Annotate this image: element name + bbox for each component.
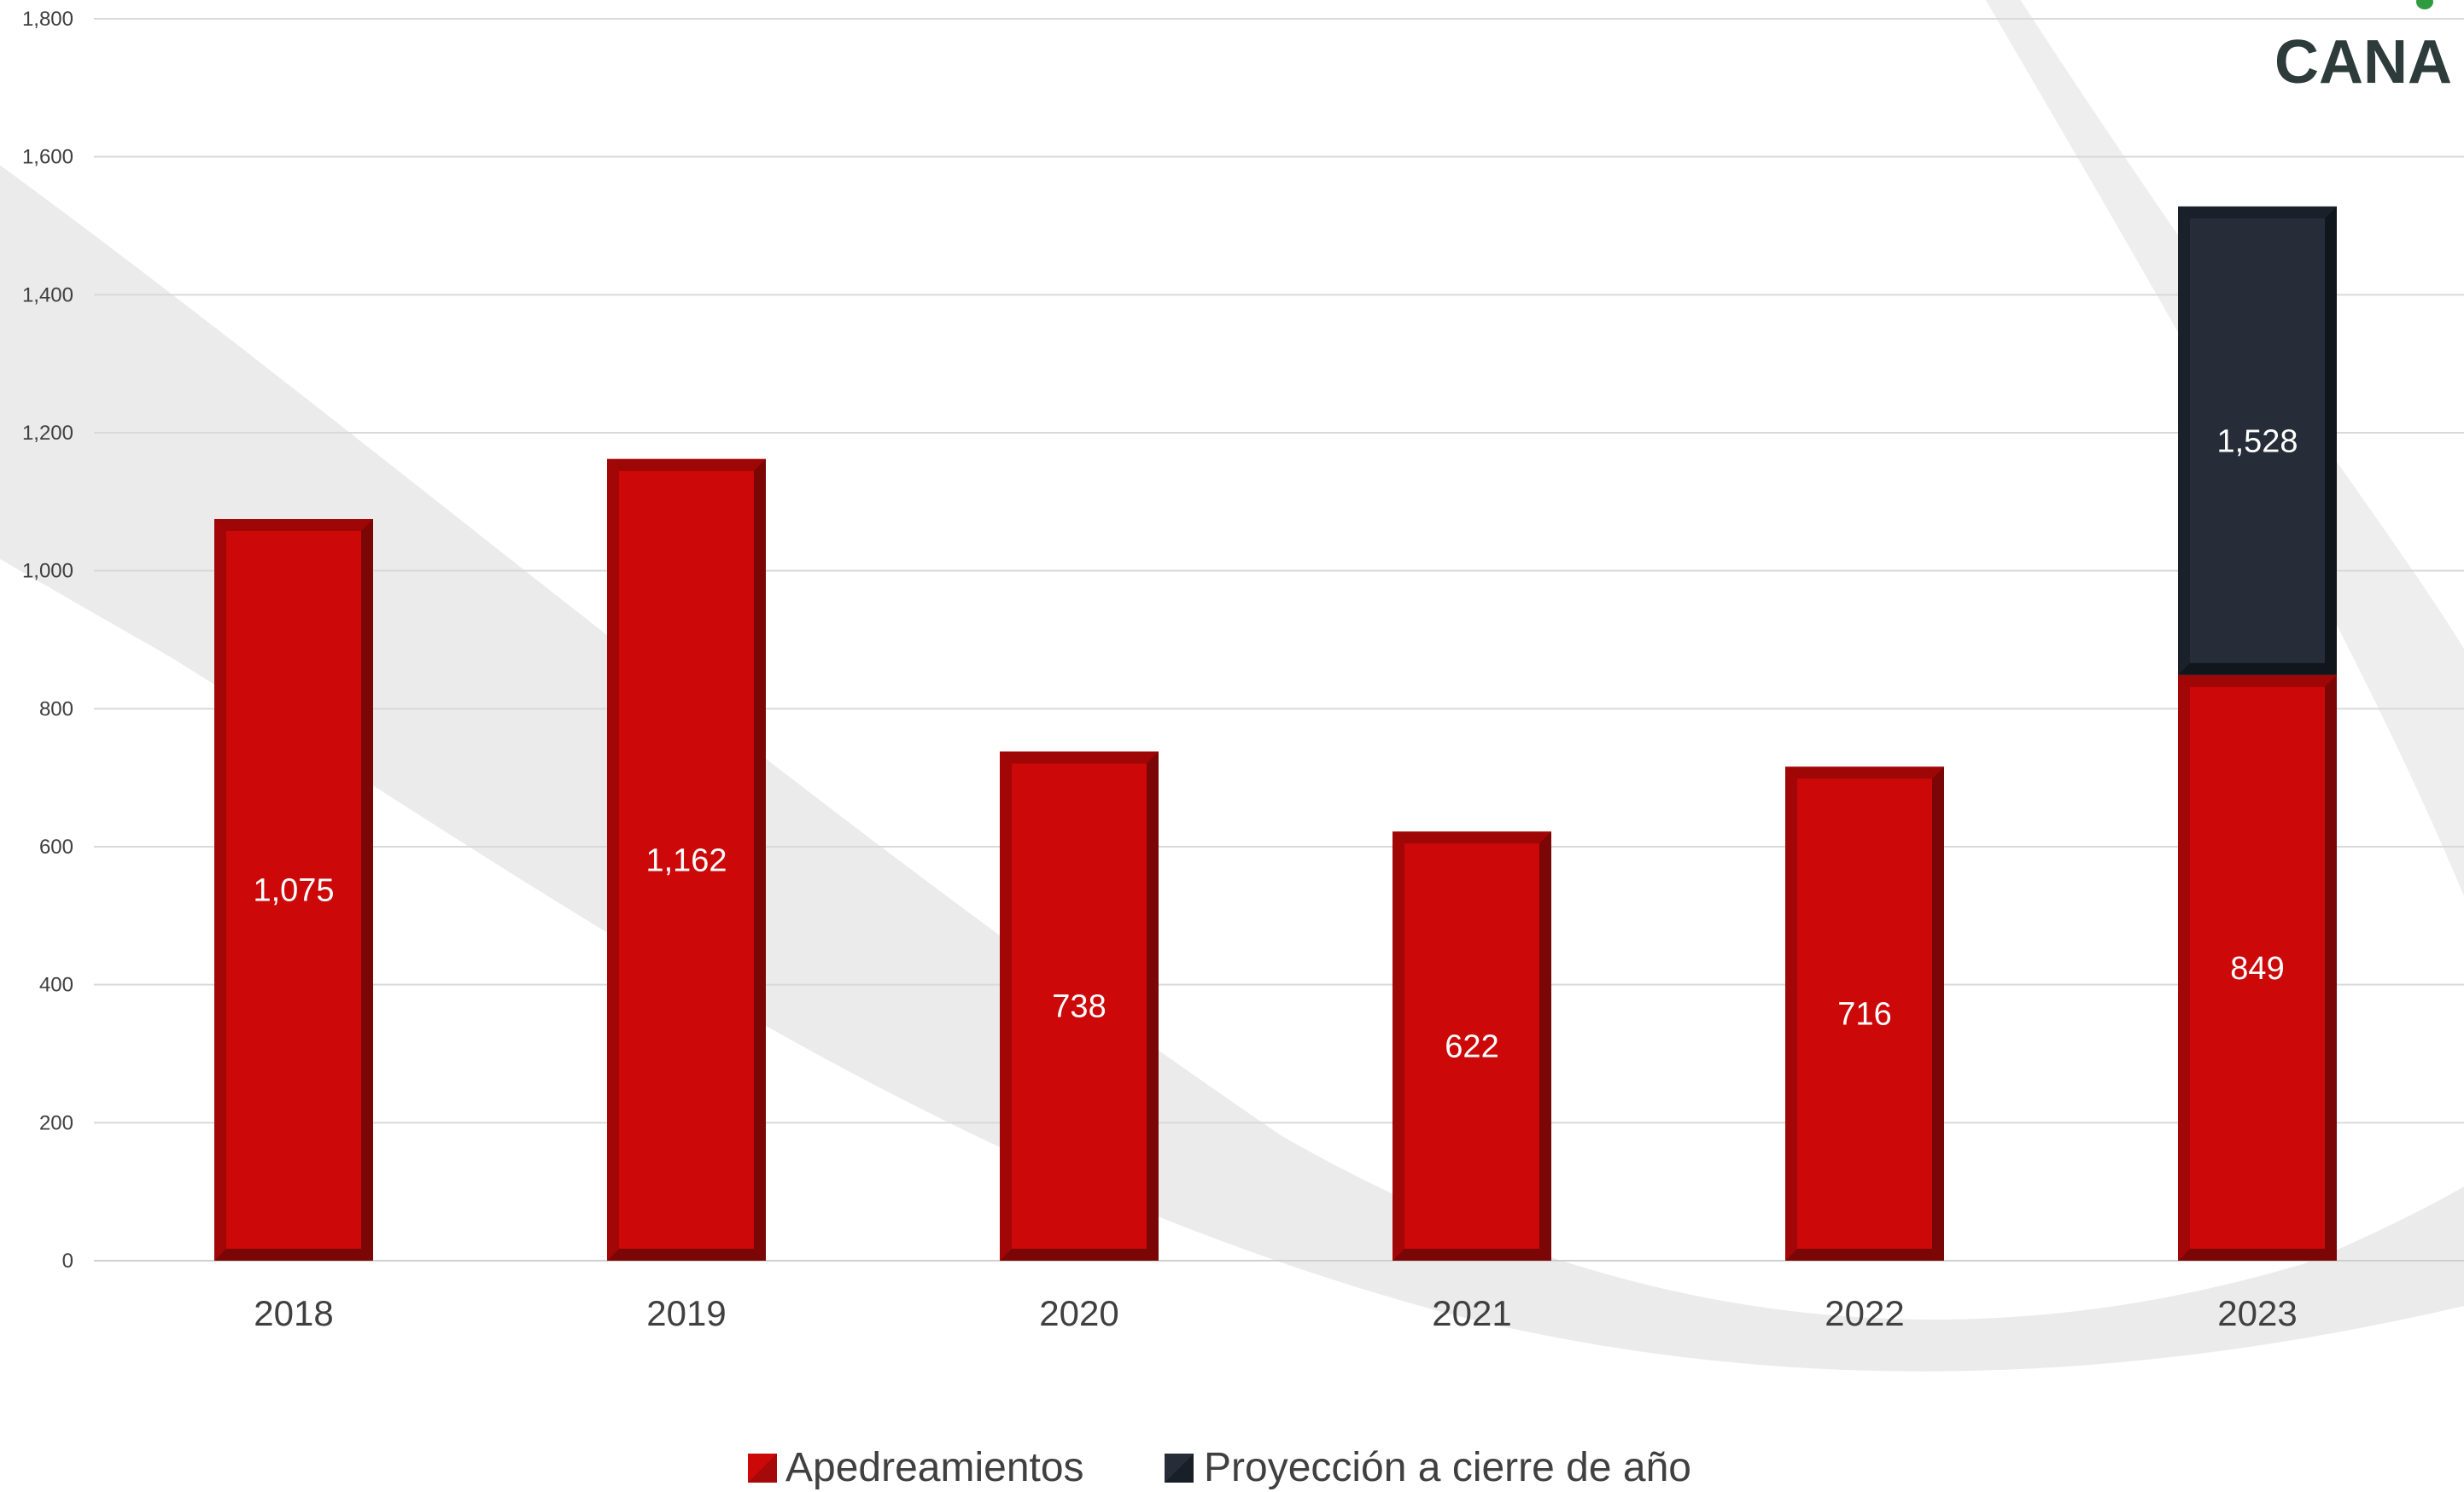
background-swoosh xyxy=(0,0,2464,1372)
legend: Apedreamientos Proyección a cierre de añ… xyxy=(748,1445,1691,1490)
y-tick-label: 800 xyxy=(39,697,73,720)
logo: CANA xyxy=(2274,0,2452,96)
bar-apedreamientos-2018 xyxy=(214,519,373,1261)
y-tick-label: 1,200 xyxy=(22,422,73,445)
gridlines xyxy=(94,18,2464,1262)
x-tick-label: 2019 xyxy=(646,1293,726,1333)
data-label: 716 xyxy=(1837,997,1891,1033)
bar-apedreamientos-2019 xyxy=(607,458,766,1261)
x-tick-label: 2022 xyxy=(1825,1293,1904,1333)
x-tick-label: 2018 xyxy=(254,1293,333,1333)
logo-leaf-icon xyxy=(2416,0,2433,9)
legend-label-proyeccion: Proyección a cierre de año xyxy=(1204,1445,1691,1490)
legend-label-apedreamientos: Apedreamientos xyxy=(785,1445,1084,1490)
bar-apedreamientos-2020 xyxy=(1000,751,1159,1261)
logo-text: CANA xyxy=(2274,28,2452,96)
y-tick-label: 1,000 xyxy=(22,560,73,583)
y-tick-label: 1,600 xyxy=(22,146,73,169)
y-tick-label: 1,800 xyxy=(22,8,73,31)
x-axis-ticks: 2018 2019 2020 2021 2022 2023 xyxy=(254,1293,2297,1333)
data-label: 622 xyxy=(1445,1029,1498,1065)
x-tick-label: 2021 xyxy=(1432,1293,1511,1333)
x-tick-label: 2023 xyxy=(2217,1293,2297,1333)
data-label: 738 xyxy=(1052,989,1106,1025)
y-tick-label: 600 xyxy=(39,836,73,859)
bars xyxy=(214,206,2337,1261)
data-label: 1,528 xyxy=(2216,423,2298,459)
data-labels: 1,075 1,162 738 622 716 849 1,528 xyxy=(253,423,2298,1064)
bar-apedreamientos-2022 xyxy=(1785,766,1944,1261)
bar-apedreamientos-2021 xyxy=(1393,831,1551,1261)
legend-item-apedreamientos: Apedreamientos xyxy=(748,1445,1084,1490)
legend-item-proyeccion: Proyección a cierre de año xyxy=(1165,1445,1691,1490)
y-tick-label: 200 xyxy=(39,1111,73,1134)
y-tick-label: 1,400 xyxy=(22,283,73,306)
y-tick-label: 0 xyxy=(62,1250,73,1273)
y-tick-label: 400 xyxy=(39,974,73,997)
data-label: 849 xyxy=(2230,951,2284,987)
data-label: 1,075 xyxy=(253,873,334,909)
data-label: 1,162 xyxy=(645,842,727,878)
bar-apedreamientos-2023 xyxy=(2178,674,2337,1261)
x-tick-label: 2020 xyxy=(1039,1293,1118,1333)
y-axis-ticks: 0 200 400 600 800 1,000 1,200 1,400 1,600 1,800 xyxy=(22,8,73,1273)
bar-proyeccion-2023 xyxy=(2178,206,2337,675)
